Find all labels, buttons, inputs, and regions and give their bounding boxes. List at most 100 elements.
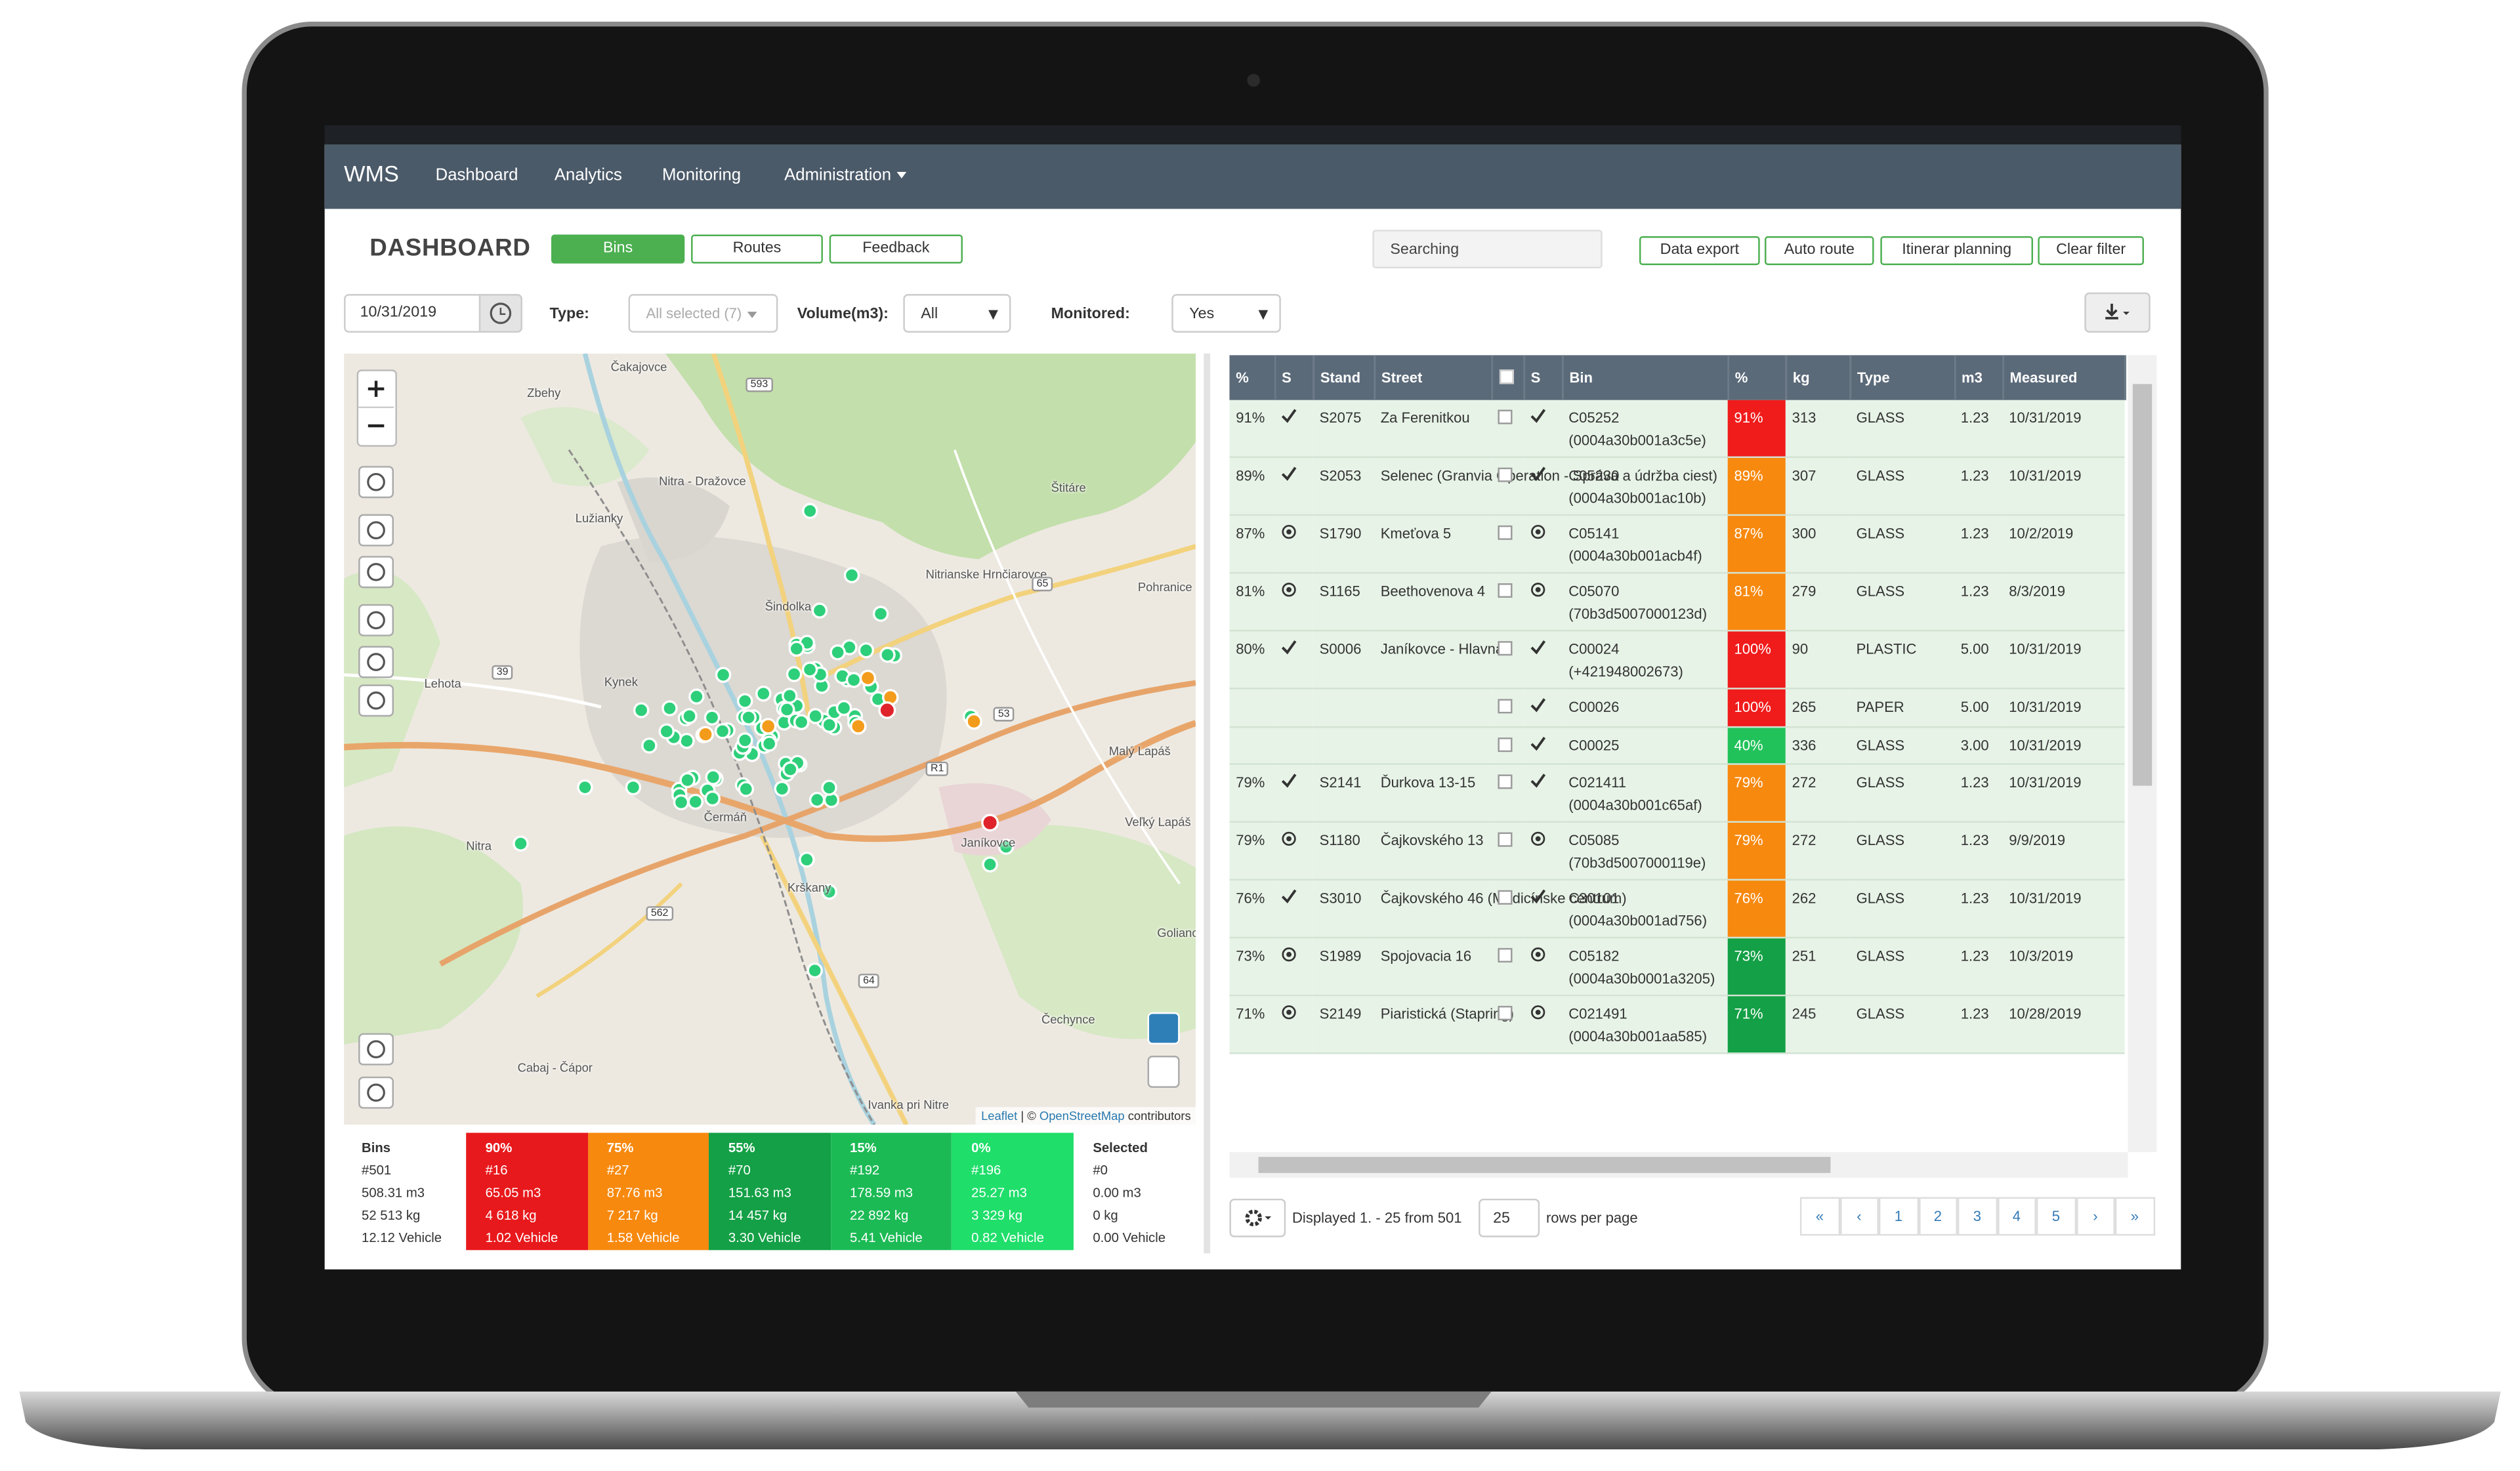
- page-button[interactable]: ‹: [1839, 1197, 1879, 1236]
- bin-fill: 79%: [1727, 764, 1786, 823]
- bin-code: C021491: [1568, 1006, 1628, 1022]
- checkbox[interactable]: [1498, 409, 1513, 425]
- settings-button[interactable]: [1229, 1198, 1286, 1237]
- action-button[interactable]: Auto route: [1765, 236, 1874, 266]
- map-tool[interactable]: [358, 556, 394, 589]
- table-row[interactable]: 91% S2075 Za Ferenitkou C05252 (0004a30b001a…: [1229, 400, 2125, 458]
- table-row[interactable]: 79% S2141 Ďurkova 13-15 C021411 (0004a30b001…: [1229, 764, 2125, 823]
- bin-select[interactable]: [1491, 726, 1524, 765]
- column-header[interactable]: %: [1727, 355, 1787, 400]
- search-box[interactable]: Searching: [1372, 230, 1603, 268]
- volume-dropdown[interactable]: All: [903, 294, 1011, 333]
- map-tool[interactable]: [358, 466, 394, 499]
- page-button[interactable]: 2: [1918, 1197, 1958, 1236]
- checkbox[interactable]: [1498, 467, 1513, 482]
- column-header[interactable]: kg: [1785, 355, 1851, 400]
- page-button[interactable]: ›: [2075, 1197, 2115, 1236]
- bin-select[interactable]: [1491, 764, 1524, 823]
- tab[interactable]: Bins: [551, 234, 685, 264]
- column-header[interactable]: Type: [1849, 355, 1956, 400]
- bin-select[interactable]: [1491, 688, 1524, 728]
- zoom-control[interactable]: [356, 369, 397, 447]
- checkbox[interactable]: [1498, 947, 1513, 963]
- attribution-part[interactable]: Leaflet: [981, 1108, 1018, 1123]
- locate-button[interactable]: [1147, 1055, 1180, 1088]
- checkbox[interactable]: [1498, 774, 1513, 789]
- action-button[interactable]: Itinerar planning: [1880, 236, 2033, 266]
- weight: 307: [1785, 457, 1850, 516]
- bin-select[interactable]: [1491, 821, 1524, 881]
- layers-button[interactable]: [1147, 1012, 1180, 1045]
- column-header[interactable]: Bin: [1562, 355, 1729, 400]
- table-row[interactable]: 73% S1989 Spojovacia 16 C05182 (0004a30b0001…: [1229, 937, 2125, 997]
- table-row[interactable]: 79% S1180 Čajkovského 13 C05085 (70b3d500700…: [1229, 821, 2125, 881]
- table-row[interactable]: C00025 40% 336 GLASS 3.00 10/31/2019: [1229, 726, 2125, 765]
- tab[interactable]: Feedback: [829, 234, 963, 264]
- checkbox[interactable]: [1498, 583, 1513, 598]
- checkbox[interactable]: [1498, 641, 1513, 656]
- tab[interactable]: Routes: [691, 234, 823, 264]
- page-button[interactable]: «: [1799, 1197, 1839, 1236]
- column-header[interactable]: %: [1229, 355, 1276, 400]
- page-button[interactable]: 4: [1996, 1197, 2036, 1236]
- bin-select[interactable]: [1491, 400, 1524, 458]
- checkbox[interactable]: [1498, 1006, 1513, 1021]
- map-tool[interactable]: [358, 1076, 394, 1109]
- page-button[interactable]: 5: [2036, 1197, 2076, 1236]
- monitored-dropdown[interactable]: Yes: [1171, 294, 1281, 333]
- checkbox[interactable]: [1498, 525, 1513, 540]
- action-button[interactable]: Data export: [1639, 236, 1760, 266]
- splitter[interactable]: [1204, 353, 1211, 1254]
- table-row[interactable]: 80% S0006 Janíkovce - Hlavná C00024 (+421948…: [1229, 631, 2125, 690]
- column-header[interactable]: Measured: [2002, 355, 2126, 400]
- type-dropdown[interactable]: All selected (7): [628, 294, 778, 333]
- page-button[interactable]: 3: [1957, 1197, 1997, 1236]
- page-button[interactable]: »: [2114, 1197, 2154, 1236]
- map-tool[interactable]: [358, 684, 394, 717]
- table-row[interactable]: 81% S1165 Beethovenova 4 C05070 (70b3d500700…: [1229, 573, 2125, 632]
- calendar-button[interactable]: [478, 294, 522, 333]
- bin-id: (70b3d5007000123d): [1568, 605, 1708, 621]
- column-header[interactable]: m3: [1954, 355, 2004, 400]
- bin-select[interactable]: [1491, 631, 1524, 690]
- table-row[interactable]: 87% S1790 Kmeťova 5 C05141 (0004a30b001acb4f…: [1229, 514, 2125, 574]
- map-tool[interactable]: [358, 646, 394, 678]
- checkbox[interactable]: [1498, 736, 1513, 751]
- bin-select[interactable]: [1491, 457, 1524, 516]
- brand[interactable]: WMS: [344, 160, 399, 187]
- v-scroll-thumb[interactable]: [2132, 384, 2152, 786]
- checkbox[interactable]: [1498, 890, 1513, 905]
- map-tool[interactable]: [358, 514, 394, 547]
- column-header[interactable]: S: [1523, 355, 1563, 400]
- column-header[interactable]: S: [1274, 355, 1314, 400]
- attribution-part[interactable]: OpenStreetMap: [1039, 1108, 1125, 1123]
- table-row[interactable]: C00026 100% 265 PAPER 5.00 10/31/2019: [1229, 688, 2125, 728]
- download-button[interactable]: [2084, 292, 2151, 333]
- bin-select[interactable]: [1491, 573, 1524, 632]
- select-all[interactable]: [1491, 355, 1524, 400]
- table-row[interactable]: 71% S2149 Piaristická (Stapring) C021491 (00…: [1229, 995, 2125, 1054]
- map-tool[interactable]: [358, 1033, 394, 1066]
- bin-select[interactable]: [1491, 514, 1524, 574]
- bin-select[interactable]: [1491, 879, 1524, 939]
- column-header[interactable]: Street: [1374, 355, 1492, 400]
- column-header[interactable]: Stand: [1312, 355, 1376, 400]
- bin: C00025: [1562, 726, 1728, 765]
- nav-item[interactable]: Monitoring: [662, 165, 742, 185]
- checkbox[interactable]: [1498, 832, 1513, 847]
- nav-item[interactable]: Analytics: [554, 165, 622, 185]
- page-size[interactable]: 25: [1479, 1198, 1540, 1237]
- checkbox[interactable]: [1498, 699, 1513, 714]
- checkbox[interactable]: [1498, 369, 1513, 384]
- bin-select[interactable]: [1491, 937, 1524, 997]
- map-tool[interactable]: [358, 604, 394, 636]
- nav-item[interactable]: Administration: [784, 165, 906, 185]
- bin-select[interactable]: [1491, 995, 1524, 1054]
- action-button[interactable]: Clear filter: [2038, 236, 2144, 266]
- page-button[interactable]: 1: [1878, 1197, 1918, 1236]
- h-scroll-thumb[interactable]: [1258, 1157, 1831, 1173]
- map[interactable]: Čakajovce Zbehy Nitra - Dražovce Lužianky Št…: [344, 353, 1196, 1125]
- nav-item[interactable]: Dashboard: [435, 165, 518, 185]
